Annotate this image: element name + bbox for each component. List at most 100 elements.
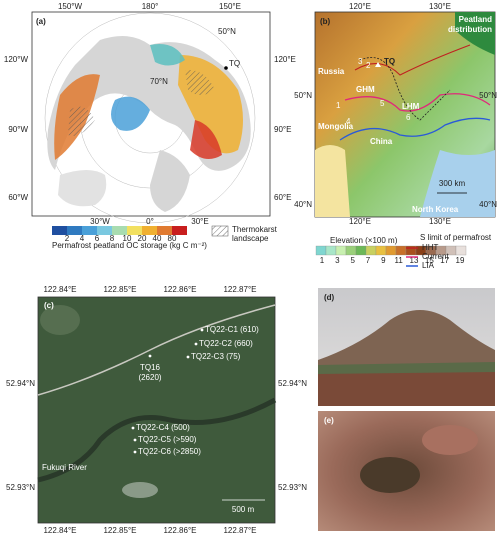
site-number: 1 [336,101,341,110]
river-label: Fukuqi River [42,463,87,472]
region-label: North Korea [412,205,459,214]
lat-label: 50°N [218,27,236,36]
road [37,304,276,396]
oc-legend: 2 4 6 8 10 20 40 80 [52,226,187,243]
legend-tick-label: 80 [168,234,177,243]
oc-storage [111,96,150,131]
site-label: TQ22-C5 (>590) [138,435,197,444]
site-marker [148,354,152,358]
lon-label: 120°E [349,217,371,226]
color-box [365,245,377,256]
lon-label: 130°E [429,217,451,226]
legend-tick-label: 5 [350,256,355,265]
lon-label: 30°W [90,217,110,226]
panel-label: (b) [320,17,331,26]
legend-tick-label: 6 [95,234,100,243]
legend-tick-label: 1 [320,256,325,265]
legend-tick-label: 20 [138,234,147,243]
legend-title: Elevation (×100 m) [330,236,398,245]
color-box [335,245,347,256]
legend-label: Peatland [459,15,492,24]
legend-tick-label: 4 [80,234,85,243]
lon-label: 120°W [4,55,29,64]
permafrost-lia [339,117,491,141]
color-box [395,245,407,256]
panel-c [37,296,277,524]
lon-label: 0° [146,217,154,226]
panel-label: (c) [44,301,54,310]
color-box [112,226,127,235]
scale-label: 500 m [232,505,255,514]
color-box [315,245,327,256]
lat-label: 50°N [294,91,312,100]
site-label: TQ22-C3 (75) [191,352,241,361]
lat-label: 52.93°N [6,483,35,492]
legend-tick-label: 10 [123,234,132,243]
permafrost-current [344,93,491,112]
legend-tick-label: 8 [110,234,115,243]
site-marker [131,426,135,430]
legend-tick-label: 7 [366,256,371,265]
lon-label: 60°W [8,193,28,202]
land [150,150,190,212]
lat-label: 50°N [479,91,497,100]
lon-label: 120°E [349,2,371,11]
lon-label: 150°W [58,2,83,11]
hummock [360,457,420,493]
color-box [172,226,187,235]
thermokarst-swatch [211,225,229,237]
site-label: TQ22-C2 (660) [199,339,253,348]
thermokarst [68,106,95,136]
peatland [455,12,495,55]
site-number: 4 [346,117,351,126]
color-box [157,226,172,235]
shrubs [318,362,495,374]
panel-b [314,11,496,218]
panel-label: (a) [36,17,46,26]
lon-label: 122.87°E [223,285,256,294]
site-label: (2620) [138,373,161,382]
site-marker [224,66,228,70]
site-number: 5 [380,99,385,108]
panel-label: (e) [324,416,334,425]
legend-title: S limit of permafrost [420,233,492,242]
clearing [122,482,158,498]
site-label: TQ22-C1 (610) [205,325,259,334]
lat-label: 52.94°N [278,379,307,388]
thermokarst [185,69,215,95]
lon-label: 122.84°E [43,526,76,535]
legend-label: landscape [232,234,269,243]
color-box [82,226,97,235]
lon-label: 122.85°E [103,285,136,294]
legend-tick-label: 15 [425,256,434,265]
region-label: China [370,137,393,146]
site-label: TQ [229,59,240,68]
color-box [325,245,337,256]
legend-tick-label: 2 [65,234,70,243]
legend-tick-label: 19 [456,256,465,265]
lon-label: 122.85°E [103,526,136,535]
oc-storage [150,44,185,66]
color-box [375,245,387,256]
legend-tick-label: 9 [381,256,386,265]
lon-label: 180° [142,2,159,11]
site-marker [194,342,198,346]
site-marker [375,62,381,67]
site-marker [133,450,137,454]
color-box [97,226,112,235]
site-number: 2 [366,61,371,70]
border [359,57,451,121]
color-box [355,245,367,256]
legend-label: HHT [422,243,439,252]
lon-label: 90°E [274,125,291,134]
greenland [58,170,107,207]
panel-e [318,411,495,531]
lat-label: 70°N [150,77,168,86]
lon-label: 130°E [429,2,451,11]
vegetation [422,425,478,455]
lat-label: 52.93°N [278,483,307,492]
site-label: TQ [384,57,395,66]
legend-tick-label: 17 [440,256,449,265]
